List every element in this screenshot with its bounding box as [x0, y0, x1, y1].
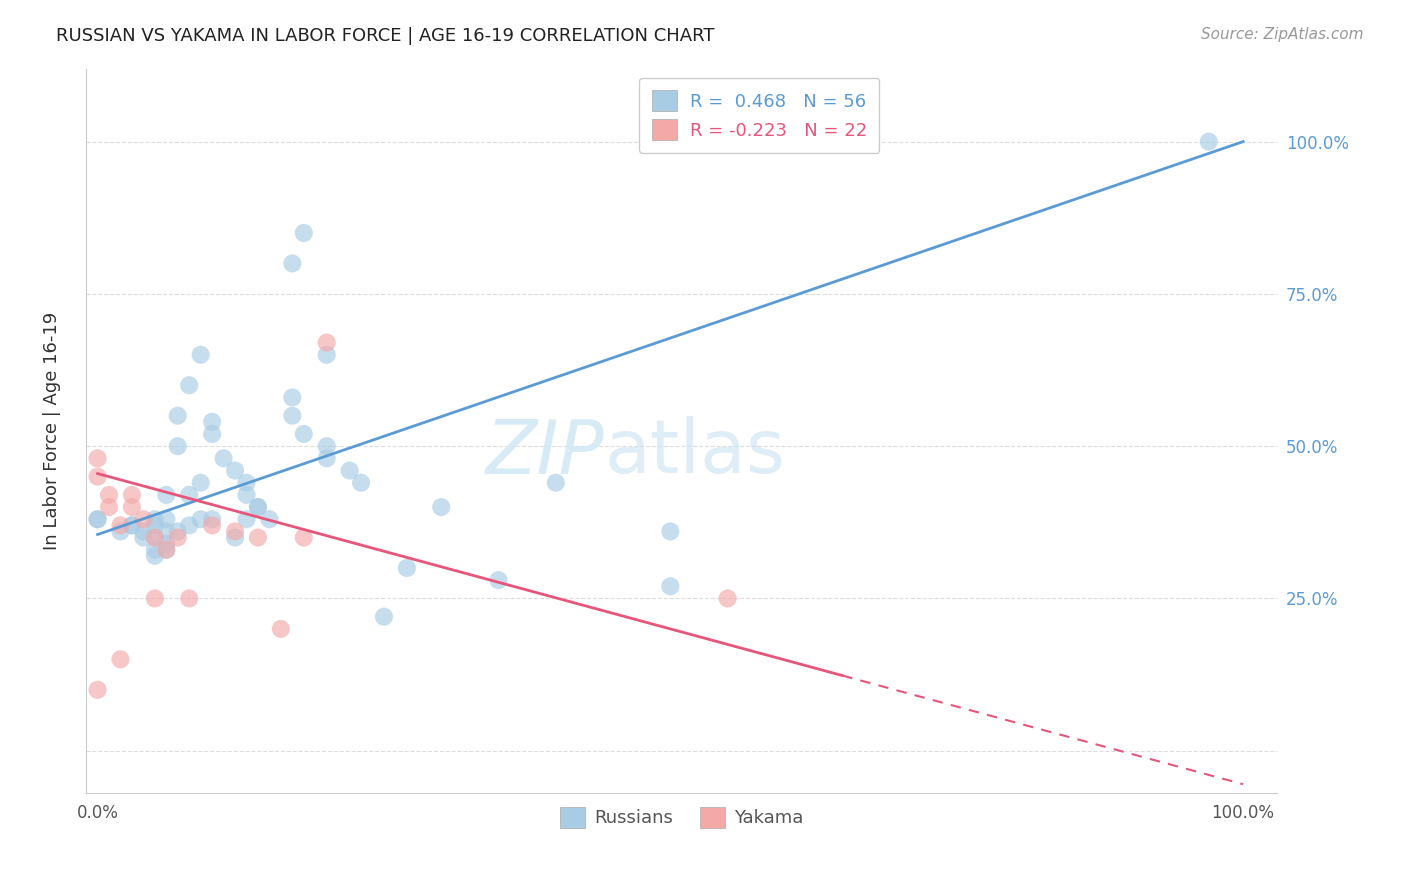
Point: [98, 500, 121, 514]
Text: Source: ZipAtlas.com: Source: ZipAtlas.com: [1201, 27, 1364, 42]
Point: [143, 531, 166, 545]
Point: [350, 475, 373, 490]
Point: [143, 549, 166, 563]
Point: [98, 488, 121, 502]
Point: [212, 451, 235, 466]
Point: [235, 475, 257, 490]
Point: [224, 524, 246, 539]
Point: [395, 561, 418, 575]
Point: [292, 531, 315, 545]
Point: [315, 335, 337, 350]
Point: [659, 524, 682, 539]
Point: [201, 415, 224, 429]
Point: [201, 512, 224, 526]
Point: [339, 463, 361, 477]
Point: [155, 542, 177, 557]
Point: [121, 518, 143, 533]
Point: [132, 524, 155, 539]
Point: [281, 409, 304, 423]
Text: atlas: atlas: [605, 417, 786, 489]
Text: ZIP: ZIP: [485, 417, 605, 489]
Point: [201, 518, 224, 533]
Point: [121, 488, 143, 502]
Point: [110, 518, 132, 533]
Point: [717, 591, 740, 606]
Point: [179, 378, 201, 392]
Point: [179, 488, 201, 502]
Point: [259, 512, 281, 526]
Point: [190, 475, 212, 490]
Point: [315, 451, 337, 466]
Point: [544, 475, 567, 490]
Point: [121, 518, 143, 533]
Point: [166, 409, 188, 423]
Point: [132, 531, 155, 545]
Point: [292, 427, 315, 442]
Point: [179, 591, 201, 606]
Point: [143, 531, 166, 545]
Point: [155, 536, 177, 550]
Point: [86, 682, 108, 697]
Point: [488, 573, 510, 587]
Point: [132, 512, 155, 526]
Point: [246, 531, 269, 545]
Point: [235, 512, 257, 526]
Point: [315, 439, 337, 453]
Point: [143, 542, 166, 557]
Point: [373, 609, 395, 624]
Point: [166, 524, 188, 539]
Point: [155, 524, 177, 539]
Point: [143, 518, 166, 533]
Y-axis label: In Labor Force | Age 16-19: In Labor Force | Age 16-19: [44, 312, 60, 550]
Point: [1198, 135, 1220, 149]
Point: [246, 500, 269, 514]
Point: [201, 427, 224, 442]
Point: [270, 622, 292, 636]
Point: [190, 512, 212, 526]
Point: [110, 652, 132, 666]
Point: [190, 348, 212, 362]
Point: [281, 391, 304, 405]
Point: [235, 488, 257, 502]
Point: [155, 512, 177, 526]
Point: [166, 531, 188, 545]
Legend: Russians, Yakama: Russians, Yakama: [553, 800, 811, 835]
Point: [143, 512, 166, 526]
Point: [86, 512, 108, 526]
Point: [224, 463, 246, 477]
Point: [110, 524, 132, 539]
Point: [430, 500, 453, 514]
Point: [281, 256, 304, 270]
Point: [143, 591, 166, 606]
Point: [155, 542, 177, 557]
Point: [315, 348, 337, 362]
Point: [86, 451, 108, 466]
Point: [166, 439, 188, 453]
Point: [86, 469, 108, 483]
Point: [155, 488, 177, 502]
Point: [224, 531, 246, 545]
Point: [121, 500, 143, 514]
Point: [179, 518, 201, 533]
Text: RUSSIAN VS YAKAMA IN LABOR FORCE | AGE 16-19 CORRELATION CHART: RUSSIAN VS YAKAMA IN LABOR FORCE | AGE 1…: [56, 27, 714, 45]
Point: [246, 500, 269, 514]
Point: [86, 512, 108, 526]
Point: [659, 579, 682, 593]
Point: [292, 226, 315, 240]
